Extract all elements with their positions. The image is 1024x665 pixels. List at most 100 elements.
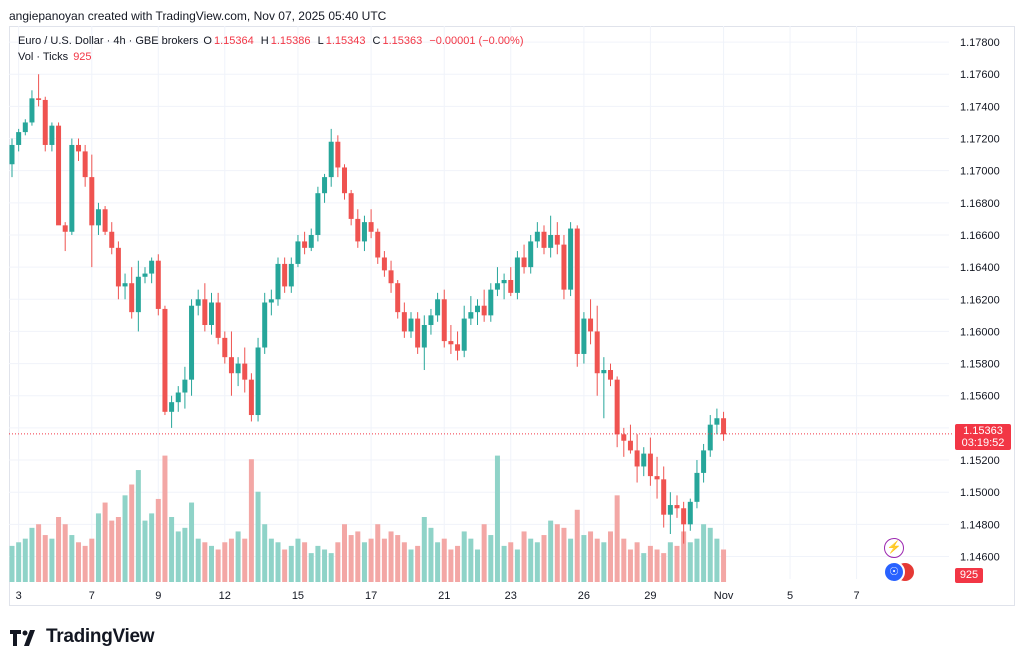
- candle-body: [401, 312, 407, 332]
- candle-body: [694, 472, 700, 502]
- volume-bar: [135, 470, 141, 582]
- volume-bar: [674, 545, 680, 582]
- time-axis: 3 7 9 12 15 17 21 23 26 29 Nov 5 7: [16, 590, 860, 602]
- volume-bar: [16, 542, 22, 582]
- volume-bar: [368, 538, 374, 582]
- y-tick-label: 1.14600: [960, 551, 1000, 563]
- volume-bar: [574, 509, 580, 582]
- volume-bar: [82, 545, 88, 582]
- volume-bar: [302, 542, 308, 582]
- volume-bar: [608, 531, 613, 582]
- candle-body: [308, 234, 314, 248]
- candle-body: [528, 241, 534, 268]
- candle-body: [36, 98, 42, 100]
- price-chart[interactable]: 1.17800 1.17600 1.17400 1.17200 1.17000 1.168…: [9, 26, 1015, 606]
- volume-bar: [228, 538, 234, 582]
- candle-body: [135, 276, 141, 313]
- volume-bar: [189, 502, 195, 582]
- legend-volume: Vol · Ticks 925: [18, 51, 96, 63]
- volume-bar: [22, 538, 28, 582]
- x-tick-label: 21: [438, 590, 450, 602]
- legend-low-value: 1.15343: [325, 35, 366, 47]
- volume-bar: [76, 542, 81, 582]
- candle-body: [681, 508, 687, 525]
- x-tick-label: 9: [155, 590, 161, 602]
- volume-bar: [408, 549, 414, 582]
- chart-grid: [9, 26, 949, 579]
- candle-body: [215, 302, 221, 338]
- candle-body: [82, 151, 88, 178]
- volume-bar: [295, 538, 301, 582]
- candle-body: [661, 479, 667, 515]
- candle-body: [435, 299, 441, 316]
- candle-body: [647, 453, 653, 477]
- volume-bar: [481, 524, 487, 582]
- volume-bar: [335, 542, 341, 582]
- candle-body: [421, 325, 427, 348]
- candle-body: [335, 141, 341, 168]
- volume-bar: [355, 531, 361, 582]
- candle-body: [667, 505, 673, 515]
- volume-bar: [315, 545, 321, 582]
- candle-body: [209, 302, 214, 326]
- candle-body: [448, 341, 454, 345]
- candle-body: [169, 402, 175, 412]
- x-tick-label: 7: [89, 590, 95, 602]
- volume-bar: [268, 538, 274, 582]
- candle-body: [62, 225, 68, 232]
- candle-body: [361, 222, 367, 242]
- y-tick-label: 1.16800: [960, 198, 1000, 210]
- legend-high-value: 1.15386: [270, 35, 311, 47]
- volume-bar: [548, 520, 554, 582]
- volume-bar: [122, 495, 128, 582]
- volume-bar: [62, 524, 68, 582]
- candle-body: [514, 257, 520, 293]
- tradingview-logo[interactable]: TradingView: [10, 626, 155, 648]
- calendar-events-icon[interactable]: ☉: [883, 561, 905, 583]
- candle-body: [222, 337, 228, 358]
- volume-bar: [388, 531, 394, 582]
- volume-bar: [375, 524, 381, 582]
- x-tick-label: 7: [853, 590, 859, 602]
- lightning-icon[interactable]: ⚡: [884, 538, 904, 558]
- volume-bar: [102, 502, 108, 582]
- legend-high-label: H: [260, 35, 269, 47]
- legend-volume-label[interactable]: Vol · Ticks: [18, 51, 69, 63]
- volume-bar: [202, 542, 208, 582]
- volume-bar: [488, 535, 494, 582]
- candle-body: [415, 318, 421, 348]
- legend-close-value: 1.15363: [382, 35, 423, 47]
- volume-bar: [395, 535, 401, 582]
- candle-body: [574, 228, 580, 354]
- volume-bar: [614, 495, 620, 582]
- candle-body: [441, 299, 447, 342]
- volume-bar: [521, 531, 527, 582]
- candle-body: [701, 450, 707, 473]
- candle-body: [348, 193, 354, 219]
- volume-badge: 925: [955, 568, 983, 583]
- volume-bar: [641, 553, 647, 582]
- candle-body: [554, 234, 560, 245]
- volume-bar: [56, 517, 62, 582]
- volume-bar: [255, 491, 261, 582]
- candle-body: [355, 218, 361, 242]
- x-tick-label: 23: [505, 590, 517, 602]
- candle-body: [115, 247, 121, 287]
- candle-body: [282, 263, 288, 287]
- candle-body: [149, 260, 155, 274]
- volume-bar: [169, 517, 175, 582]
- volume-bar: [242, 538, 248, 582]
- candle-body: [641, 453, 647, 467]
- tradingview-brand: TradingView: [46, 626, 155, 647]
- candle-body: [262, 302, 268, 348]
- volume-bar: [155, 498, 161, 582]
- x-tick-label: 5: [787, 590, 793, 602]
- volume-bar: [129, 484, 135, 582]
- legend-symbol[interactable]: Euro / U.S. Dollar · 4h · GBE brokers: [18, 35, 199, 47]
- volume-bar: [514, 549, 520, 582]
- volume-bar: [89, 538, 95, 582]
- candle-body: [228, 357, 234, 374]
- volume-bar: [714, 538, 720, 582]
- volume-bar: [501, 545, 507, 582]
